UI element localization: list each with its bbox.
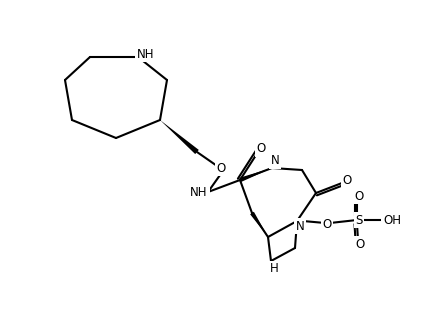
Text: O: O — [354, 190, 364, 203]
Text: OH: OH — [383, 214, 401, 227]
Text: O: O — [355, 238, 365, 251]
Polygon shape — [250, 212, 268, 237]
Polygon shape — [239, 168, 272, 182]
Text: O: O — [216, 161, 226, 174]
Text: H: H — [270, 263, 278, 276]
Text: O: O — [323, 218, 332, 232]
Text: NH: NH — [190, 185, 208, 198]
Text: N: N — [296, 220, 304, 233]
Text: S: S — [355, 214, 363, 227]
Text: NH: NH — [137, 47, 155, 60]
Text: O: O — [342, 174, 352, 187]
Text: N: N — [271, 155, 280, 167]
Polygon shape — [160, 120, 199, 154]
Text: O: O — [256, 143, 266, 155]
